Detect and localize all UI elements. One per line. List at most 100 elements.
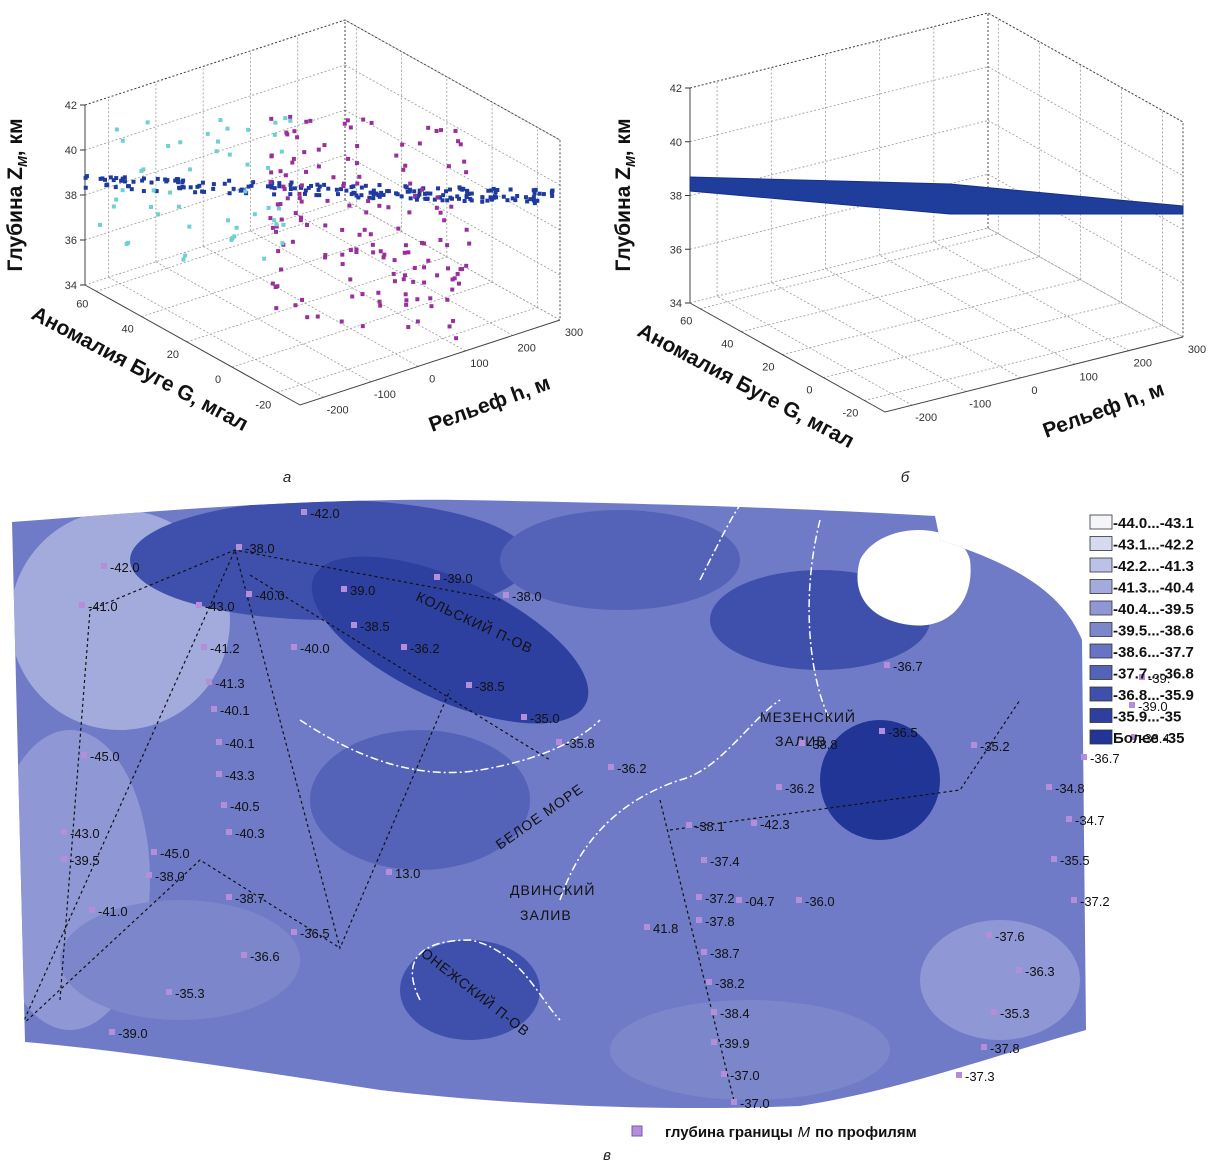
scatter-point <box>299 216 303 220</box>
profile-point <box>879 728 885 734</box>
scatter-point <box>525 199 529 203</box>
scatter-point <box>305 315 309 319</box>
place-name: ЗАЛИВ <box>520 907 572 923</box>
h-axis-label: Рельеф h, м <box>1040 378 1168 443</box>
scatter-point <box>363 228 367 232</box>
profile-point <box>196 602 202 608</box>
scatter-point <box>495 188 499 192</box>
profile-point <box>89 907 95 913</box>
depth-label: -40.5 <box>230 799 260 814</box>
scatter-point <box>442 218 446 222</box>
z-axis-label-unit: , км <box>612 118 635 156</box>
scatter-point <box>279 169 283 173</box>
z-axis-label: Глубина ZM, км <box>4 118 30 271</box>
scatter-point <box>457 185 461 189</box>
scatter-point <box>123 175 127 179</box>
scatter-point <box>300 200 304 204</box>
scatter-point <box>243 189 247 193</box>
profile-point <box>216 771 222 777</box>
g-tick-label: -20 <box>843 408 859 420</box>
scatter-point <box>346 157 350 161</box>
legend-swatch <box>1090 666 1112 680</box>
scatter-point <box>416 319 420 323</box>
scatter-point <box>335 188 339 192</box>
profile-point <box>386 869 392 875</box>
depth-label: -42.0 <box>110 560 140 575</box>
depth-label: -36.2 <box>410 641 440 656</box>
scatter-point <box>396 227 400 231</box>
depth-label: -38.0 <box>155 869 185 884</box>
scatter-point <box>84 186 88 190</box>
profile-point <box>216 739 222 745</box>
scatter-point <box>371 243 375 247</box>
depth-label: -39.0 <box>443 571 473 586</box>
scatter-point <box>447 164 451 168</box>
profile-point <box>61 829 67 835</box>
scatter-point <box>372 189 376 193</box>
scatter-point <box>292 157 296 161</box>
scatter-point <box>426 259 430 263</box>
profile-point <box>981 1044 987 1050</box>
depth-label: -39.9 <box>720 1036 750 1051</box>
scatter-point <box>456 272 460 276</box>
z-tick-label: 40 <box>65 145 77 157</box>
scatter-point <box>176 180 180 184</box>
profile-point <box>799 740 805 746</box>
scatter-point <box>426 126 430 130</box>
scatter-point <box>322 143 326 147</box>
depth-label: -43.0 <box>205 599 235 614</box>
scatter-point <box>114 185 118 189</box>
h-tick-label: 300 <box>1188 344 1206 356</box>
scatter-point <box>280 241 284 245</box>
scatter-point <box>266 184 270 188</box>
scatter-point <box>453 276 457 280</box>
scatter-point <box>401 168 405 172</box>
profile-point <box>401 644 407 650</box>
scatter-point <box>350 185 354 189</box>
depth-label: -36.3 <box>1025 964 1055 979</box>
depth-label: -37.3 <box>965 1069 995 1084</box>
scatter-point <box>538 192 542 196</box>
scatter-point <box>297 192 301 196</box>
scatter-point <box>193 190 197 194</box>
scatter-point <box>393 258 397 262</box>
grid-line <box>690 67 988 142</box>
scatter-point <box>121 188 125 192</box>
scatter-point <box>450 288 454 292</box>
depth-label: -41.2 <box>210 641 240 656</box>
scatter-point <box>505 198 509 202</box>
scatter-point <box>293 186 297 190</box>
depth-label: -34.8 <box>1055 781 1085 796</box>
scatter-point <box>140 179 144 183</box>
scatter-point <box>290 181 294 185</box>
scatter-point <box>251 180 255 184</box>
scatter-point <box>274 306 278 310</box>
z-axis-label-unit: , км <box>4 118 27 156</box>
z-tick-label: 40 <box>670 137 682 149</box>
depth-label: -38.7 <box>235 891 265 906</box>
scatter-point <box>150 181 154 185</box>
scatter-point <box>406 325 410 329</box>
scatter-point <box>307 186 311 190</box>
scatter-point <box>275 284 279 288</box>
scatter-point <box>377 204 381 208</box>
scatter-point <box>382 253 386 257</box>
z-tick-label: 38 <box>65 190 77 202</box>
scatter-point <box>415 297 419 301</box>
scatter-point <box>358 233 362 237</box>
scatter-point <box>126 241 130 245</box>
grid-line <box>690 228 988 303</box>
depth-label: -43.3 <box>225 768 255 783</box>
scatter-point <box>464 170 468 174</box>
scatter-point <box>273 186 277 190</box>
scatter-point <box>266 166 270 170</box>
z-tick-label: 34 <box>670 298 682 310</box>
scatter-point <box>302 150 306 154</box>
scatter-point <box>152 188 156 192</box>
scatter-point <box>357 175 361 179</box>
scatter-point <box>533 191 537 195</box>
surface <box>690 177 1183 214</box>
scatter-point <box>228 153 232 157</box>
profile-point <box>706 979 712 985</box>
scatter-point <box>404 298 408 302</box>
